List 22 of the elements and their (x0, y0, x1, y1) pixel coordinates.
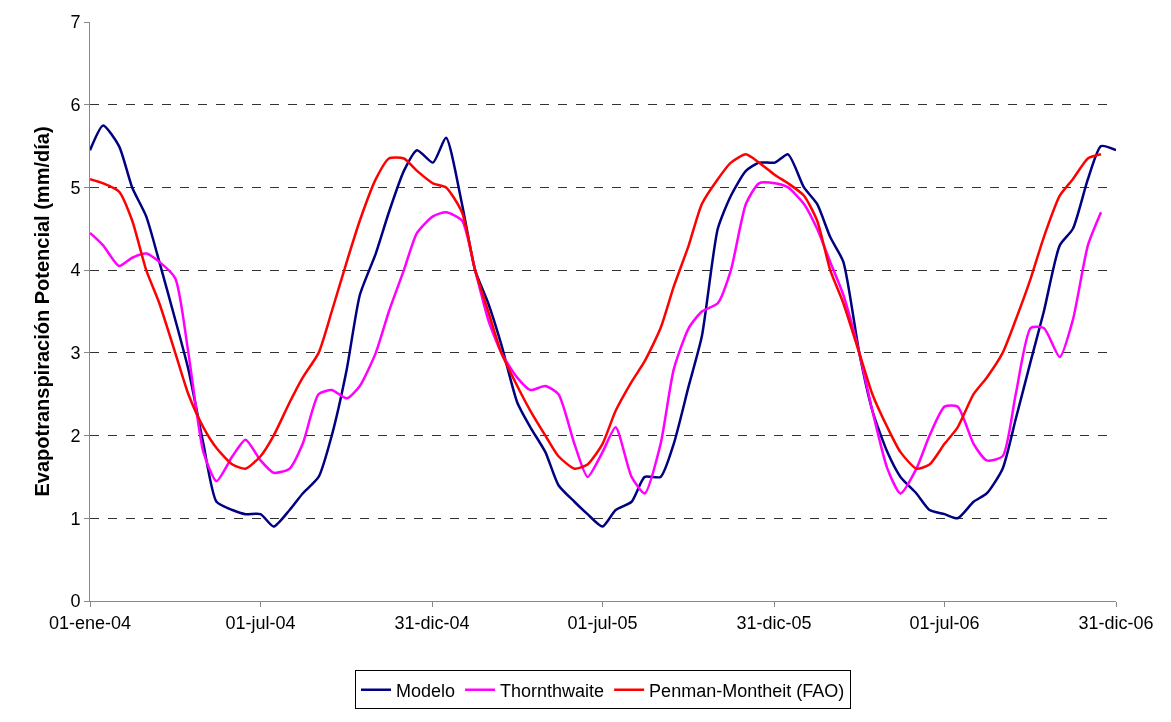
x-tick-label: 31-dic-04 (394, 612, 470, 633)
x-tick-label: 31-dic-06 (1078, 612, 1154, 633)
y-tick-label: 0 (70, 591, 81, 612)
y-tick-label: 2 (70, 425, 81, 446)
x-tick-label: 01-jul-06 (909, 612, 980, 633)
line-series (90, 124, 1116, 528)
y-tick-label: 5 (70, 177, 81, 198)
y-axis-title: Evapotranspiración Potencial (mm/día) (30, 126, 53, 497)
y-tick-label: 4 (70, 260, 81, 281)
legend-label: Thornthwaite (500, 680, 605, 701)
line-series (90, 181, 1103, 495)
x-tick-label: 31-dic-05 (736, 612, 812, 633)
y-tick-label: 6 (70, 95, 81, 116)
x-tick-label: 01-jul-05 (567, 612, 638, 633)
x-tick-label: 01-ene-04 (48, 612, 132, 633)
y-tick-label: 1 (70, 508, 81, 529)
y-tick-label: 7 (70, 12, 81, 33)
y-tick-label: 3 (70, 343, 81, 364)
legend-label: Penman-Montheit (FAO) (649, 680, 845, 701)
legend-label: Modelo (396, 680, 456, 701)
x-tick-label: 01-jul-04 (225, 612, 296, 633)
line-series (90, 153, 1103, 470)
